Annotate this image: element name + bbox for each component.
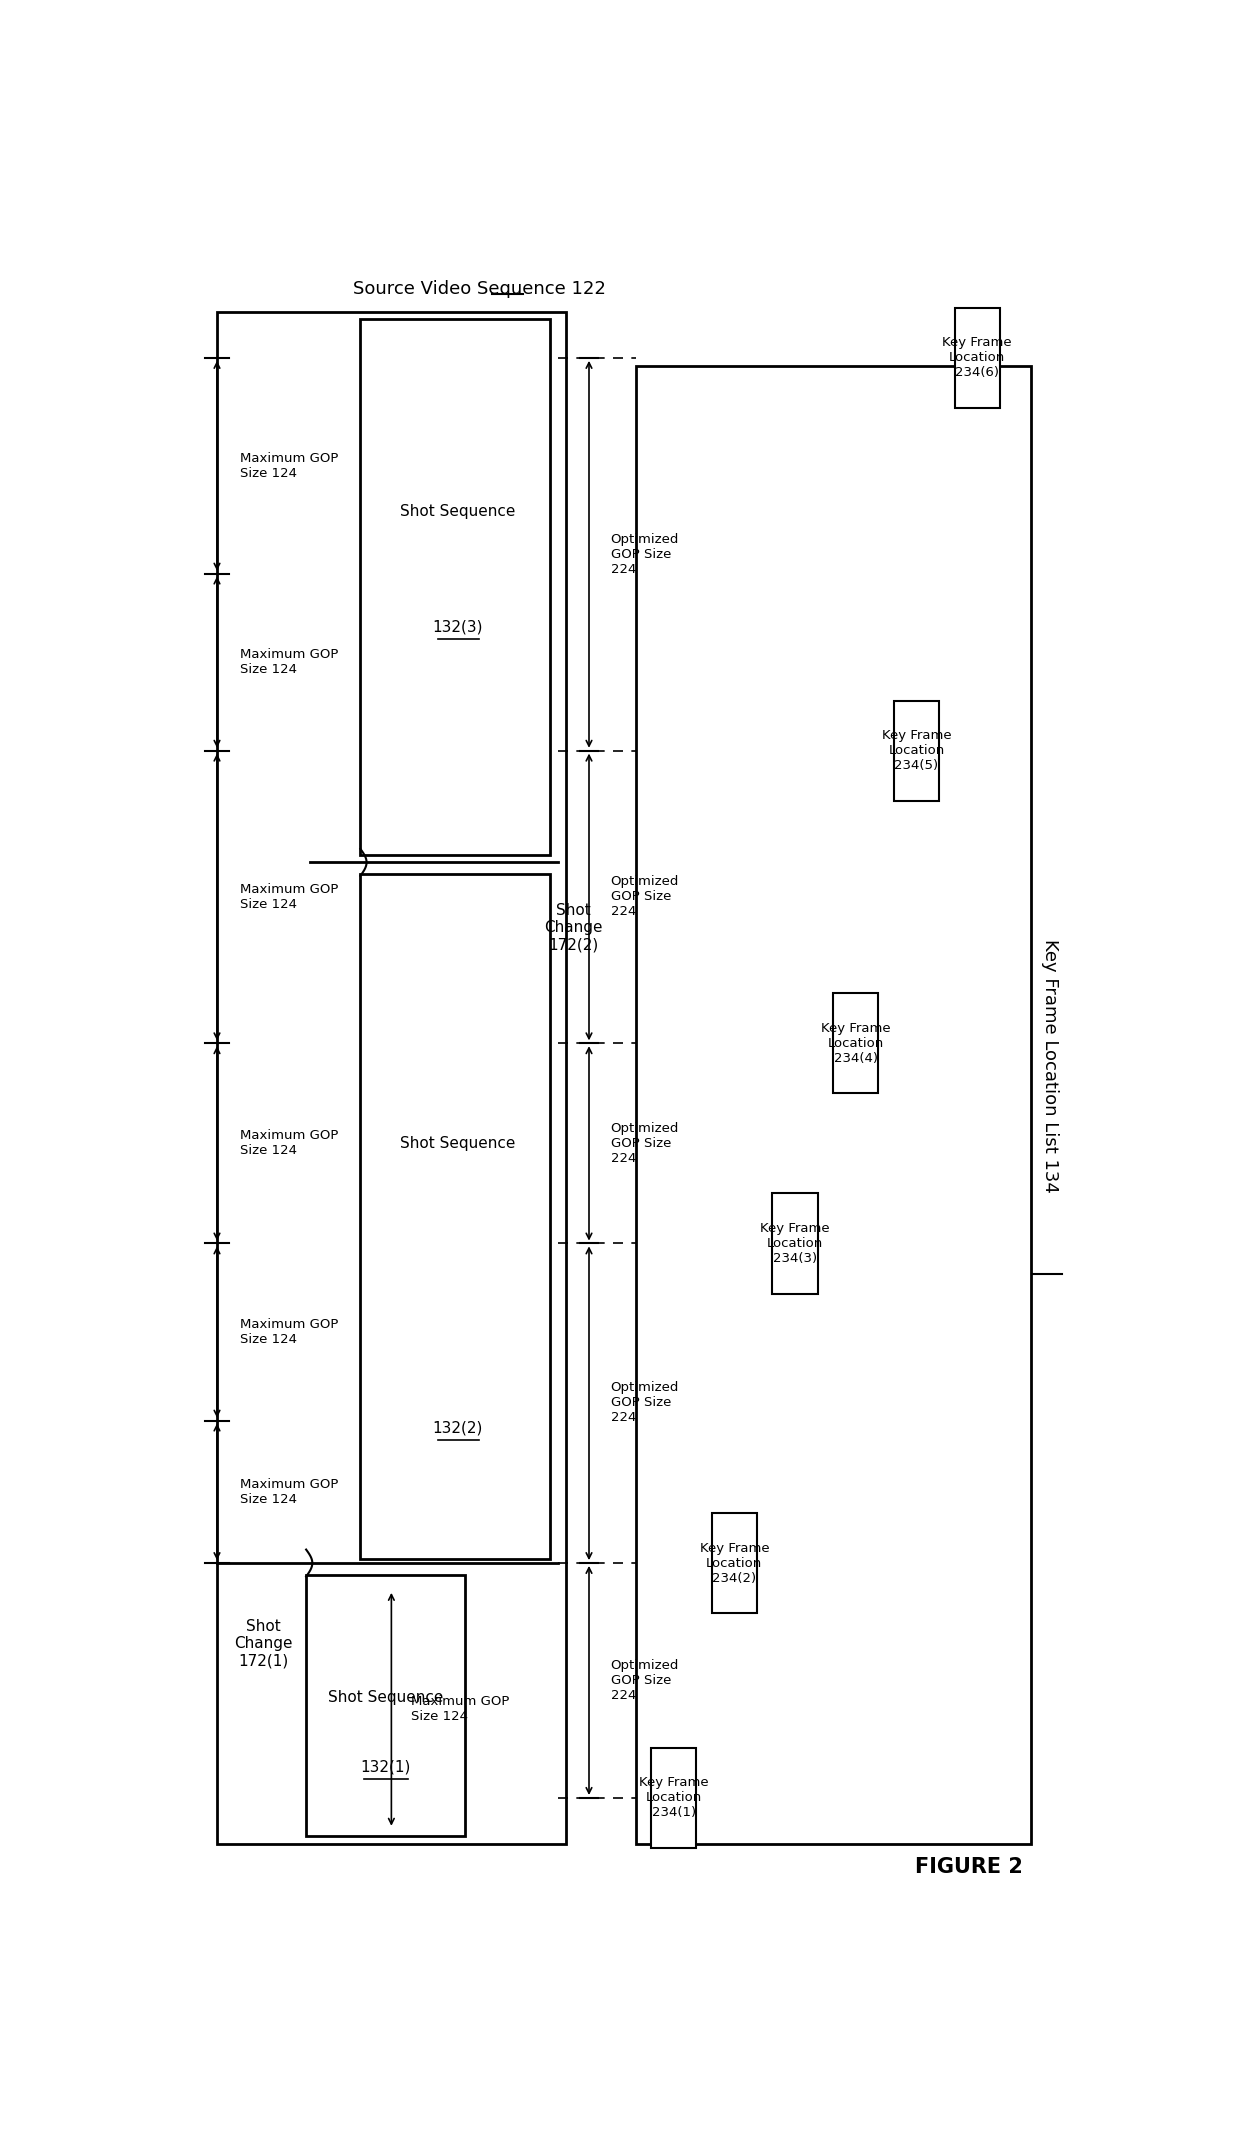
Text: Shot Sequence: Shot Sequence <box>329 1691 444 1706</box>
Bar <box>773 1193 817 1294</box>
Text: Maximum GOP
Size 124: Maximum GOP Size 124 <box>241 451 339 479</box>
Text: Key Frame
Location
234(6): Key Frame Location 234(6) <box>942 337 1012 380</box>
Bar <box>361 320 551 855</box>
Text: Shot Sequence: Shot Sequence <box>399 1137 515 1152</box>
Text: 132(1): 132(1) <box>361 1760 412 1775</box>
Text: Optimized
GOP Size
224: Optimized GOP Size 224 <box>611 1382 680 1425</box>
Text: Key Frame
Location
234(1): Key Frame Location 234(1) <box>639 1777 708 1820</box>
Bar <box>635 365 1030 1844</box>
Bar <box>651 1747 696 1848</box>
Text: Key Frame
Location
234(3): Key Frame Location 234(3) <box>760 1223 830 1266</box>
Bar <box>306 1575 465 1837</box>
Text: Source Video Sequence 122: Source Video Sequence 122 <box>352 279 605 299</box>
Text: Shot
Change
172(1): Shot Change 172(1) <box>234 1618 293 1670</box>
Bar <box>217 312 565 1844</box>
Text: 132(2): 132(2) <box>432 1420 482 1436</box>
Text: 132(3): 132(3) <box>432 619 482 634</box>
Text: Optimized
GOP Size
224: Optimized GOP Size 224 <box>611 1659 680 1702</box>
Text: Optimized
GOP Size
224: Optimized GOP Size 224 <box>611 533 680 576</box>
Text: Optimized
GOP Size
224: Optimized GOP Size 224 <box>611 875 680 918</box>
Bar <box>712 1513 756 1614</box>
Text: Maximum GOP
Size 124: Maximum GOP Size 124 <box>241 1130 339 1158</box>
Text: Key Frame
Location
234(5): Key Frame Location 234(5) <box>882 729 951 771</box>
Bar <box>833 993 878 1094</box>
Bar <box>894 701 939 802</box>
Text: Key Frame
Location
234(4): Key Frame Location 234(4) <box>821 1021 890 1064</box>
Text: FIGURE 2: FIGURE 2 <box>915 1857 1023 1878</box>
Text: Shot Sequence: Shot Sequence <box>399 505 515 520</box>
Text: Optimized
GOP Size
224: Optimized GOP Size 224 <box>611 1122 680 1165</box>
Text: Key Frame
Location
234(2): Key Frame Location 234(2) <box>699 1541 769 1584</box>
Text: Maximum GOP
Size 124: Maximum GOP Size 124 <box>241 1479 339 1506</box>
Bar <box>361 875 551 1560</box>
Text: Maximum GOP
Size 124: Maximum GOP Size 124 <box>241 1317 339 1345</box>
Bar <box>955 307 999 408</box>
Text: Key Frame Location List 134: Key Frame Location List 134 <box>1042 939 1059 1193</box>
Text: Maximum GOP
Size 124: Maximum GOP Size 124 <box>241 649 339 677</box>
Text: Maximum GOP
Size 124: Maximum GOP Size 124 <box>410 1696 510 1723</box>
Text: Shot
Change
172(2): Shot Change 172(2) <box>544 903 603 952</box>
Text: Maximum GOP
Size 124: Maximum GOP Size 124 <box>241 883 339 911</box>
